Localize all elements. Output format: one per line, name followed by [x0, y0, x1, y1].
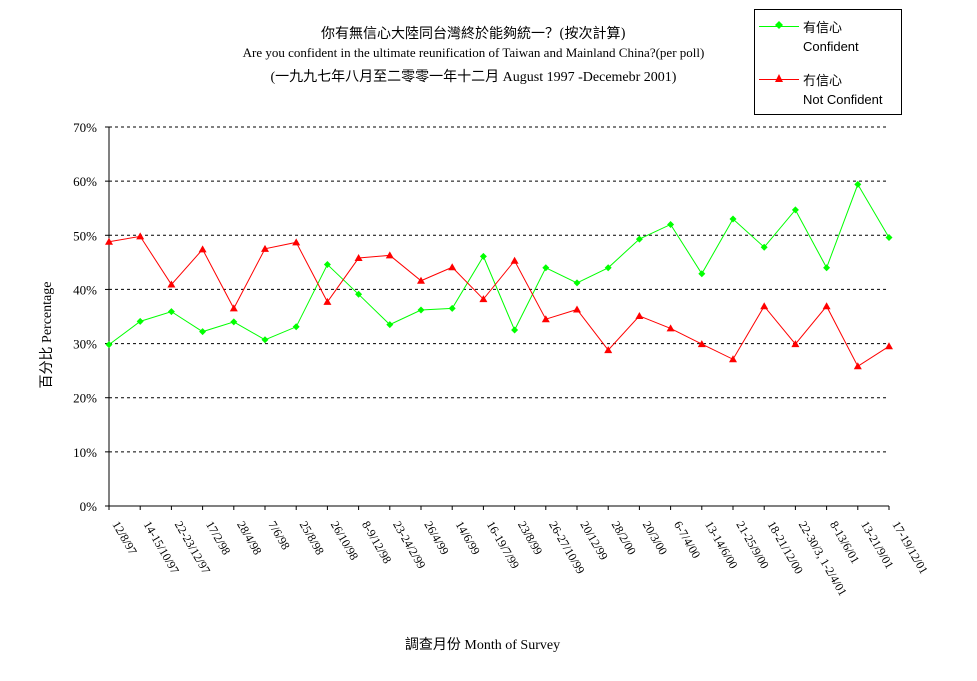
data-point-1-6	[292, 238, 301, 246]
triangle-marker-icon	[775, 74, 783, 82]
chart-subtitle-date-range: (一九九七年八月至二零零一年十二月 August 1997 -Decemebr …	[270, 70, 677, 85]
x-tick-label: 17/2/98	[203, 519, 233, 558]
data-point-0-11	[448, 304, 456, 312]
data-point-1-20	[729, 355, 737, 363]
y-tick-label: 70%	[73, 120, 97, 135]
data-point-0-3	[199, 328, 207, 336]
x-tick-label: 6-7/4/00	[671, 519, 703, 561]
series-line-1	[108, 235, 890, 368]
data-point-0-8	[355, 290, 363, 298]
data-point-1-2	[167, 280, 176, 288]
data-point-0-24	[854, 180, 862, 188]
data-point-0-5	[261, 336, 269, 344]
grid-lines	[109, 126, 889, 453]
data-point-0-2	[167, 308, 175, 316]
data-point-1-22	[791, 340, 800, 348]
data-point-1-25	[885, 342, 893, 350]
legend-label-not-confident: 冇信心 Not Confident	[803, 73, 883, 107]
data-point-1-9	[385, 251, 394, 259]
y-tick-label: 50%	[73, 228, 97, 243]
data-point-0-17	[635, 235, 643, 243]
data-point-1-4	[229, 304, 238, 312]
data-point-1-18	[666, 324, 675, 332]
x-tick-label: 25/8/98	[297, 519, 327, 558]
chart-subtitle: Are you confident in the ultimate reunif…	[242, 45, 705, 60]
axes	[105, 126, 890, 510]
data-point-0-20	[729, 215, 737, 223]
data-point-0-9	[386, 321, 394, 329]
data-point-1-14	[541, 315, 550, 323]
x-tick-label: 28/4/98	[234, 519, 264, 558]
y-tick-label: 30%	[73, 337, 97, 352]
x-tick-label: 26/10/98	[328, 519, 361, 563]
x-tick-label: 7/6/98	[265, 519, 292, 553]
data-point-0-23	[823, 264, 831, 272]
x-tick-label: 17-19/12/01	[889, 519, 930, 577]
data-point-0-21	[760, 243, 768, 251]
data-point-0-12	[479, 252, 487, 260]
y-tick-label: 20%	[73, 391, 97, 406]
y-axis-label: 百分比 Percentage	[40, 281, 55, 389]
y-tick-label: 10%	[73, 445, 97, 460]
data-point-1-7	[323, 297, 332, 305]
data-point-0-16	[604, 264, 612, 272]
data-point-0-18	[667, 220, 675, 228]
data-point-0-15	[573, 279, 581, 287]
x-tick-label: 20/12/99	[577, 519, 610, 563]
data-point-1-5	[261, 244, 269, 252]
data-point-0-10	[417, 306, 425, 314]
legend-label-confident: 有信心 Confident	[803, 20, 859, 54]
data-point-1-15	[573, 305, 581, 313]
series-line-0	[108, 183, 890, 346]
data-point-1-8	[354, 254, 363, 262]
x-tick-label: 26/4/99	[421, 519, 451, 558]
y-tick-label: 0%	[80, 499, 98, 514]
data-point-0-7	[323, 261, 331, 269]
x-tick-label: 28/2/00	[609, 519, 639, 558]
data-point-1-1	[136, 232, 145, 240]
data-point-1-21	[760, 302, 769, 310]
data-point-1-17	[635, 311, 644, 319]
data-point-0-19	[698, 270, 706, 278]
x-tick-label: 8-9/12/98	[359, 519, 394, 566]
x-axis-label: 調查月份 Month of Survey	[404, 638, 561, 653]
data-point-0-22	[791, 206, 799, 214]
data-point-0-13	[511, 326, 519, 334]
x-tick-label: 12/8/97	[109, 519, 139, 558]
data-point-1-13	[510, 256, 519, 264]
data-point-1-23	[822, 302, 831, 310]
diamond-marker-icon	[775, 21, 783, 29]
x-tick-label: 20/3/00	[640, 519, 670, 558]
legend: 有信心 Confident 冇信心 Not Confident	[754, 9, 902, 115]
data-point-1-10	[417, 276, 425, 284]
x-tick-label: 23/8/99	[515, 519, 545, 558]
data-point-0-25	[885, 233, 893, 241]
data-point-0-6	[292, 323, 300, 331]
y-tick-labels: 0% 10% 20% 30% 40% 50% 60% 70%	[73, 120, 97, 514]
data-point-0-14	[542, 264, 550, 272]
y-tick-label: 40%	[73, 282, 97, 297]
chart-title: 你有無信心大陸同台灣終於能夠統一？(按次計算)	[321, 26, 626, 42]
data-point-1-0	[105, 237, 113, 245]
data-point-1-12	[479, 295, 488, 303]
x-tick-label: 14/6/99	[453, 519, 483, 558]
data-point-0-0	[105, 341, 113, 349]
data-point-1-16	[604, 346, 613, 354]
series-group	[105, 180, 893, 370]
data-point-0-1	[136, 317, 144, 325]
y-tick-label: 60%	[73, 174, 97, 189]
data-point-0-4	[230, 318, 238, 326]
data-point-1-11	[448, 263, 457, 271]
data-point-1-3	[198, 245, 207, 253]
data-point-1-24	[853, 362, 862, 370]
data-point-1-19	[697, 340, 706, 348]
